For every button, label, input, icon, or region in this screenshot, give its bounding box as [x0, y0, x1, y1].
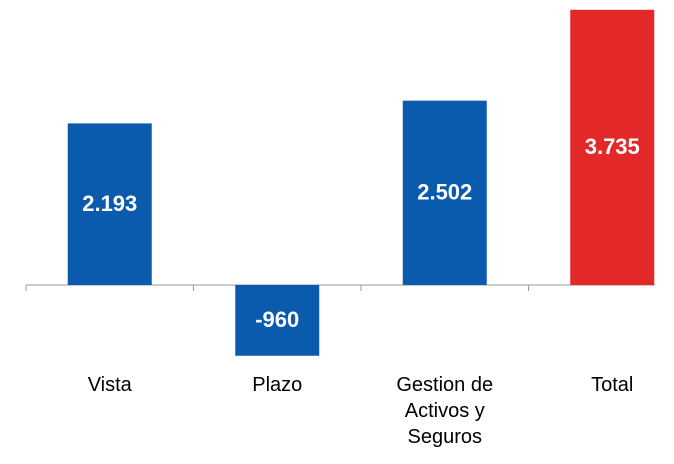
value-label: 3.735: [585, 134, 640, 159]
bar: [235, 285, 320, 356]
bar: [570, 9, 655, 286]
bar: [67, 123, 152, 286]
x-tick-label: Gestion de Activos y Seguros: [396, 374, 494, 448]
x-tick-label: Plazo: [252, 374, 303, 396]
x-tick-label: Total: [591, 374, 634, 396]
x-tick-label: Vista: [87, 374, 132, 396]
value-label: 2.502: [417, 180, 472, 205]
value-label: 2.193: [82, 191, 137, 216]
bar: [402, 100, 487, 286]
value-label: -960: [255, 307, 299, 332]
